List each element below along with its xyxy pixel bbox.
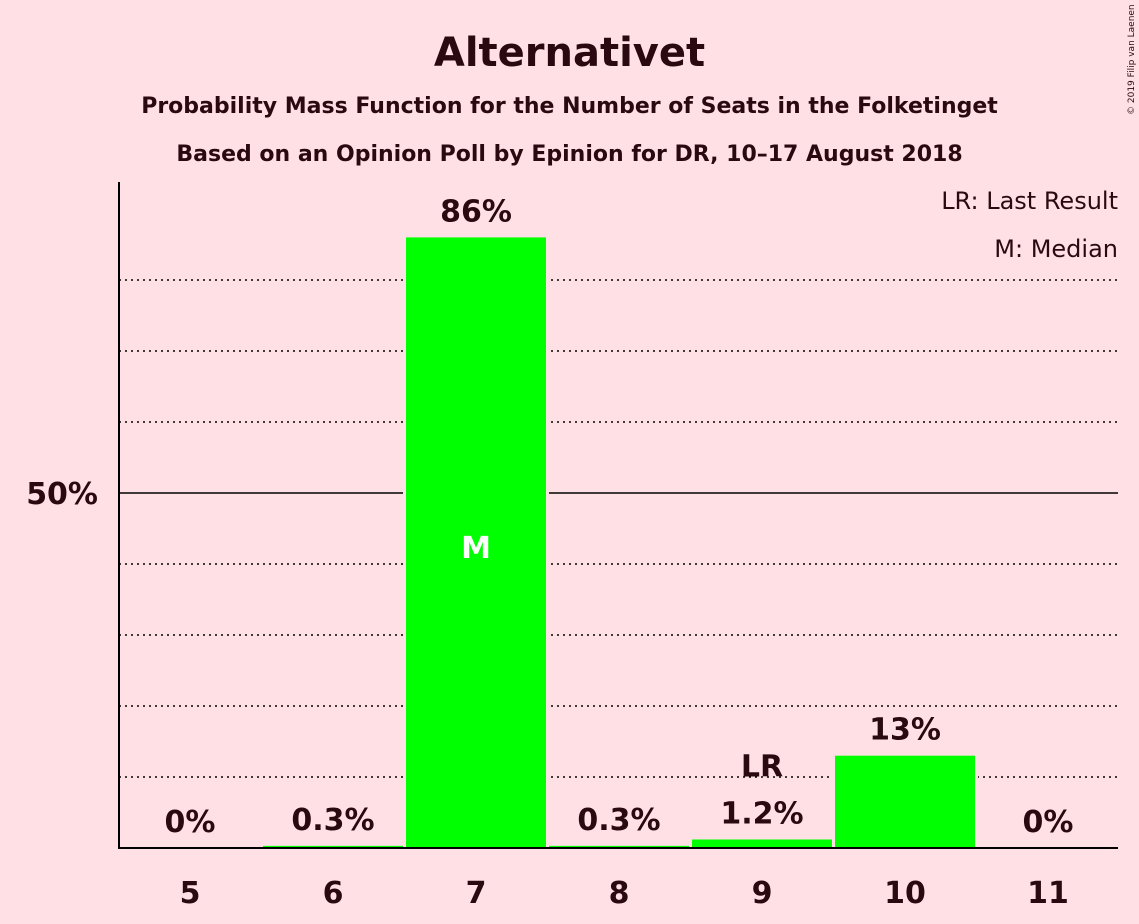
value-label-8: 0.3% (577, 803, 660, 838)
x-tick-6: 6 (323, 876, 344, 911)
bar-seats-6 (263, 845, 403, 848)
bar-seats-7 (406, 237, 546, 848)
value-label-7: 86% (440, 194, 512, 229)
value-label-5: 0% (165, 805, 216, 840)
bar-seats-8 (549, 845, 689, 848)
last-result-marker: LR (741, 749, 783, 784)
x-tick-8: 8 (609, 876, 630, 911)
bar-seats-9 (692, 839, 832, 848)
x-tick-7: 7 (466, 876, 487, 911)
median-marker: M (461, 531, 491, 566)
value-label-11: 0% (1023, 805, 1074, 840)
x-tick-10: 10 (884, 876, 926, 911)
y-tick-50: 50% (26, 477, 98, 512)
value-label-9: 1.2% (720, 796, 803, 831)
x-tick-11: 11 (1027, 876, 1069, 911)
chart-subtitle-2: Based on an Opinion Poll by Epinion for … (176, 142, 962, 167)
legend-last-result: LR: Last Result (941, 187, 1118, 215)
x-axis-ticks: 5 6 7 8 9 10 11 (180, 876, 1069, 911)
bar-halo (546, 842, 692, 848)
bar-halo (260, 842, 406, 848)
x-tick-5: 5 (180, 876, 201, 911)
x-tick-9: 9 (752, 876, 773, 911)
chart-title: Alternativet (434, 30, 705, 76)
legend-median: M: Median (994, 235, 1118, 263)
bars (260, 234, 978, 848)
bar-seats-10 (835, 755, 975, 848)
chart-subtitle-1: Probability Mass Function for the Number… (141, 94, 998, 119)
value-labels: 0% 0.3% 86% M 0.3% 1.2% LR 13% 0% (165, 194, 1074, 840)
gridlines (119, 279, 1118, 778)
value-label-10: 13% (869, 713, 941, 748)
value-label-6: 0.3% (291, 803, 374, 838)
copyright-note: © 2019 Filip van Laenen (1127, 4, 1137, 115)
